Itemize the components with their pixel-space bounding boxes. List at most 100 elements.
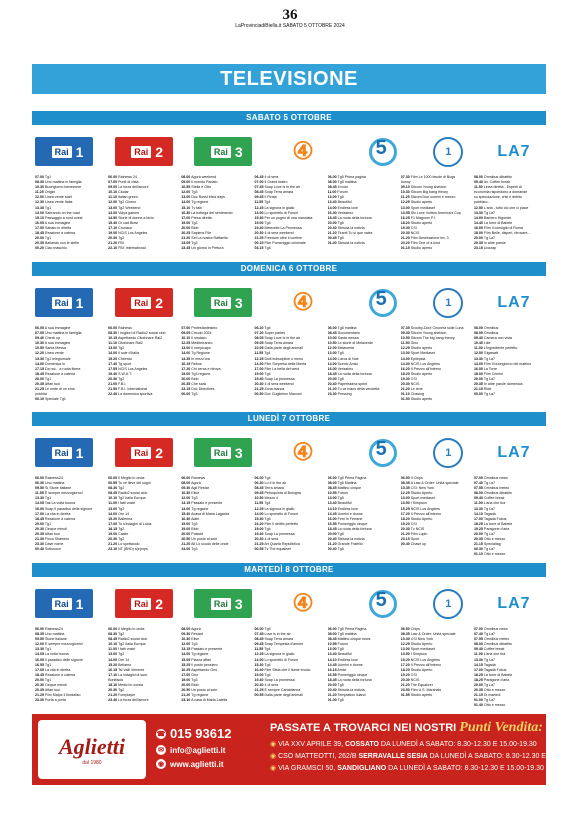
programme-title: 4 di sera weekend — [263, 231, 294, 236]
programme-time: 07.05 — [35, 331, 44, 336]
programme-time: 19.25 — [473, 526, 483, 531]
programme-title: Tg1 — [44, 376, 52, 381]
programme-title: NCIS Los Angeles — [409, 657, 440, 662]
programme-title: Tagadà Fokus — [482, 516, 507, 521]
programme-time: 18.45 — [35, 371, 44, 376]
rai-number: 3 — [234, 444, 243, 461]
programme-row: 14.00 Scenic Amici — [328, 362, 397, 367]
programme-title: 4 di sera — [263, 683, 279, 688]
programme-title: Domenica In — [44, 361, 66, 366]
programme-time: 18.25 — [473, 672, 483, 677]
programme-row: 20.00 Tg1 — [35, 678, 104, 683]
programme-row: 16.30 Aiatri — [181, 517, 250, 522]
programme-row: bunny — [401, 180, 470, 185]
store-street: VIA XXV APRILE 39, — [278, 741, 345, 748]
programme-row: 14.00 Lo sportello di Forum — [254, 211, 323, 216]
programme-time: 11.00 — [473, 652, 483, 657]
logo-rete-4: ④ — [292, 290, 314, 316]
channel-schedule: 06.20 Tg4 07.20 Super partes 08.05 Soap Lo… — [254, 326, 323, 402]
programme-time: 10.10 — [108, 496, 118, 501]
programme-time: 16.40 — [254, 667, 264, 672]
logo-rai-2: Rai 2 — [114, 288, 173, 317]
programme-time: 20.35 — [35, 688, 44, 693]
globe-icon: ◉ — [156, 759, 166, 769]
programme-title: Striscia la notizia — [336, 537, 365, 542]
programme-row: 21.25 Art Quarta Repubblica — [254, 542, 323, 547]
programme-row: 14.00 Ore 14 — [108, 658, 177, 663]
programme-time: 19.40 — [254, 532, 264, 537]
programme-time: 18.00 — [473, 231, 483, 236]
programme-time: 23.05 — [181, 241, 191, 246]
programme-title: Film Sorpresa della libertà — [263, 361, 307, 366]
programme-row: 08.30 Uno mattina in famiglia — [35, 180, 104, 185]
canale-5-number: 5 — [375, 288, 387, 310]
programme-title: Tg1 — [44, 521, 52, 526]
programme-time: 11.55 — [254, 200, 264, 205]
channel-schedule: 08.00 Omnibus dibattito 09.40 Av. Coffee … — [474, 175, 543, 251]
programme-title: Tg4 — [263, 516, 271, 521]
programme-time: 00.00 — [181, 392, 191, 397]
programme-time: 13.00 — [181, 195, 191, 200]
contact-phone[interactable]: ☎ 015 93612 — [156, 726, 266, 741]
programme-time: 08.45 — [327, 331, 337, 336]
programme-row: 13.40 Beautiful — [328, 652, 397, 657]
programme-time: 14.05 — [35, 501, 44, 506]
programme-time: 23.15 — [473, 246, 483, 251]
programme-title: Beautiful — [336, 652, 352, 657]
programme-time: 20.00 — [181, 376, 191, 381]
programme-time: 18.45 — [35, 672, 44, 677]
programme-row: 08.00 Omnibus dibattito — [474, 491, 543, 496]
rai-number: 2 — [155, 595, 164, 612]
programme-time: 09.40 — [473, 336, 483, 341]
programme-time: 17.00 — [181, 672, 191, 677]
programme-time: 00.40 — [35, 547, 44, 552]
programme-title: Tu s'indagini di Lucia — [117, 521, 152, 526]
programme-time: 21.25 — [254, 387, 264, 392]
programme-time: 12.50 — [473, 205, 483, 210]
programme-row: 14.05 La volta buona — [35, 652, 104, 657]
programme-title: Studio aperto — [409, 346, 433, 351]
programme-time: 20.00 — [327, 376, 337, 381]
programme-time: 17.00 — [35, 225, 44, 230]
logo-rai-1: Rai 1 — [35, 589, 93, 618]
programme-title: Rainews — [190, 476, 206, 480]
programme-row: 00.40 Sottovoce — [35, 547, 104, 552]
programme-row: 00.20 Ciao maschio — [35, 246, 104, 251]
programme-title: Scooby-Doo! Crociera sulle Luna — [409, 326, 464, 330]
programme-time: 14.00 — [181, 351, 191, 356]
channel-schedule: 06.45 4 di sera 07.00 Il Grand teatro 07.4… — [254, 175, 323, 251]
programme-time: 16.05 — [35, 657, 44, 662]
programme-title: Law & Order: Unità speciale — [409, 632, 456, 637]
programme-title: CSI — [409, 521, 417, 526]
programme-time: 09.45 — [254, 491, 264, 496]
programme-time: 15.20 — [108, 662, 118, 667]
programme-row: 23.40 La forza dell'amore — [108, 698, 177, 703]
programme-title: La torre di Babele — [482, 220, 513, 225]
programme-row: 14.50 Storie di donne a bivio — [108, 216, 177, 221]
programme-title: Striscia la notizia — [336, 688, 365, 693]
channel-schedule: 07.00 Omnibus news 07.40 Tg La7 07.55 Omni… — [474, 476, 543, 558]
programme-time: 18.45 — [327, 215, 337, 220]
programme-time: 07.00 — [35, 175, 44, 179]
brand-name: Aglietti — [59, 733, 125, 759]
programme-time: 16.30 — [327, 210, 337, 215]
programme-title: Film Lupin — [409, 532, 428, 537]
programme-title: I migliori di Radio2 social club — [117, 331, 166, 336]
programme-row: 10.40 Like — [474, 341, 543, 346]
programme-title: Linea verde start — [44, 195, 72, 200]
programme-time: 08.30 — [35, 180, 44, 185]
programme-row: 20.00 Tg5 — [328, 221, 397, 226]
location-pin-icon: ◉ — [270, 765, 279, 772]
programme-title: Camera con vista — [482, 336, 512, 341]
contact-website[interactable]: ◉ www.aglietti.it — [156, 759, 266, 769]
programme-time: 12.25 — [254, 356, 264, 361]
programme-time: 19.30 — [400, 225, 410, 230]
programme-title: Affari tuoi — [44, 532, 60, 537]
programme-title: Tg2 Giorno — [117, 200, 137, 205]
contact-email[interactable]: ✉ info@aglietti.it — [156, 745, 266, 755]
programme-row: 18.45 La ruota della fortuna — [328, 372, 397, 377]
phone-number: 015 93612 — [170, 726, 232, 741]
programme-row: 10.05 Dalla parte degli animali — [254, 346, 323, 351]
programme-time: 20.40 — [327, 688, 337, 693]
programme-title: Tg3 — [190, 547, 198, 552]
